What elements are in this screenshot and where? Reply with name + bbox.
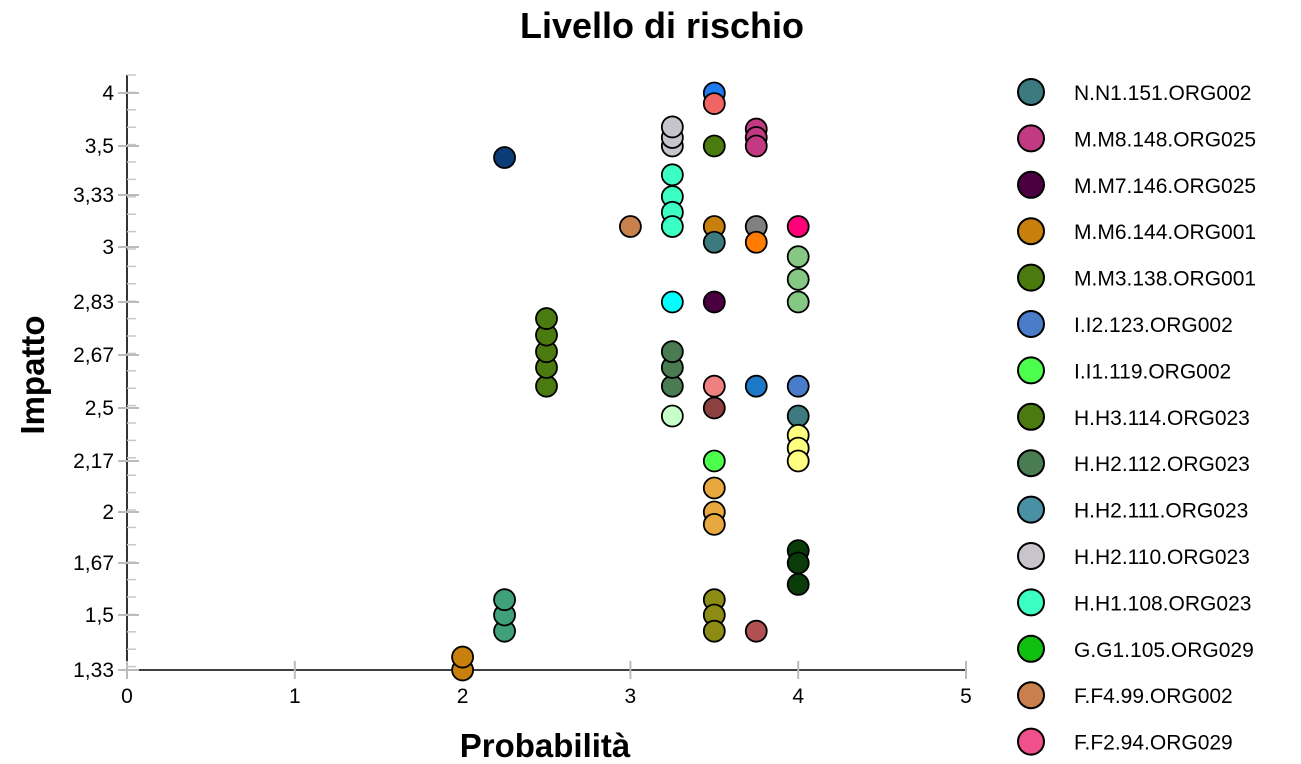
data-points <box>451 81 810 682</box>
x-tick-label: 1 <box>289 685 301 708</box>
data-point <box>660 115 684 139</box>
data-point <box>744 374 768 398</box>
x-tick-label: 0 <box>121 685 133 708</box>
legend-marker <box>1017 588 1045 617</box>
data-point <box>702 396 726 420</box>
legend-marker <box>1017 402 1045 431</box>
data-point <box>660 215 684 238</box>
legend-marker <box>1017 727 1045 756</box>
data-point <box>702 230 726 254</box>
data-point <box>660 163 684 187</box>
data-point <box>744 134 768 158</box>
legend-label: M.M8.148.ORG025 <box>1074 128 1256 151</box>
data-point <box>702 134 726 158</box>
data-point <box>786 290 810 314</box>
legend-label: M.M6.144.ORG001 <box>1074 221 1256 244</box>
legend-label: H.H2.112.ORG023 <box>1074 453 1250 476</box>
legend-label: F.F4.99.ORG002 <box>1074 685 1233 708</box>
x-tick-label: 4 <box>792 685 804 708</box>
data-point <box>786 449 810 473</box>
legend-marker <box>1017 217 1045 246</box>
x-tick-label: 3 <box>625 685 637 708</box>
legend-marker <box>1017 634 1045 663</box>
data-point <box>493 588 516 612</box>
legend-marker <box>1017 78 1045 106</box>
legend-marker <box>1017 310 1045 338</box>
legend-label: G.G1.105.ORG029 <box>1074 639 1254 662</box>
data-point <box>786 245 810 269</box>
data-point <box>702 92 726 115</box>
data-point <box>744 619 768 643</box>
y-axis-title: Impatto <box>14 315 51 434</box>
legend-marker <box>1017 124 1045 153</box>
y-tick-label: 1,67 <box>73 552 114 575</box>
legend-label: H.H1.108.ORG023 <box>1074 592 1251 615</box>
data-point <box>786 573 810 596</box>
data-point <box>660 404 684 428</box>
data-point <box>786 404 810 428</box>
data-point <box>786 551 810 575</box>
data-point <box>702 476 726 500</box>
chart-title: Livello di rischio <box>520 5 804 46</box>
data-point <box>702 449 726 473</box>
legend-label: F.F2.94.ORG029 <box>1074 732 1233 755</box>
legend-label: N.N1.151.ORG002 <box>1074 82 1251 105</box>
y-tick-label: 3,33 <box>73 184 114 207</box>
legend-label: H.H2.110.ORG023 <box>1074 546 1250 569</box>
y-tick-label: 3,5 <box>85 135 114 158</box>
legend-label: I.I2.123.ORG002 <box>1074 314 1233 337</box>
x-tick-label: 5 <box>960 685 972 708</box>
y-tick-label: 2,5 <box>85 397 114 420</box>
data-point <box>786 374 810 398</box>
legend-marker <box>1017 495 1045 524</box>
legend-marker <box>1017 681 1045 710</box>
data-point <box>451 645 475 669</box>
legend-label: I.I1.119.ORG002 <box>1074 360 1231 383</box>
x-tick-label: 2 <box>457 685 469 708</box>
data-point <box>493 146 516 169</box>
legend-label: H.H2.111.ORG023 <box>1074 500 1248 523</box>
data-point <box>702 374 726 398</box>
y-tick-label: 2,17 <box>73 450 114 473</box>
axes: 0 1 2 3 4 5 1,33 1,5 1,67 2 2,17 2,5 2,67 2,83 3 3,33 3,… <box>73 74 972 708</box>
data-point <box>786 267 810 291</box>
data-point <box>535 307 558 330</box>
y-tick-label: 2,83 <box>73 291 114 314</box>
data-point <box>702 290 726 314</box>
legend-label: M.M7.146.ORG025 <box>1074 175 1256 198</box>
legend-marker <box>1017 263 1045 292</box>
y-tick-label: 3 <box>102 236 114 259</box>
data-point <box>660 290 684 314</box>
y-tick-label: 2,67 <box>73 344 114 367</box>
y-tick-label: 1,33 <box>73 659 114 682</box>
data-point <box>702 619 726 643</box>
legend-marker <box>1017 542 1045 570</box>
legend: N.N1.151.ORG002 M.M8.148.ORG025 M.M7.146.O… <box>1017 78 1256 756</box>
data-point <box>619 215 642 238</box>
data-point <box>702 512 726 536</box>
legend-marker <box>1017 356 1045 385</box>
legend-label: H.H3.114.ORG023 <box>1074 407 1250 430</box>
x-axis-title: Probabilità <box>460 727 631 764</box>
data-point <box>786 215 810 238</box>
y-tick-label: 4 <box>102 82 114 105</box>
legend-marker <box>1017 449 1045 478</box>
legend-label: M.M3.138.ORG001 <box>1074 268 1256 291</box>
legend-marker <box>1017 170 1045 199</box>
data-point <box>660 340 684 364</box>
data-point <box>744 230 768 254</box>
y-tick-label: 1,5 <box>85 604 114 627</box>
y-tick-label: 2 <box>102 501 114 524</box>
